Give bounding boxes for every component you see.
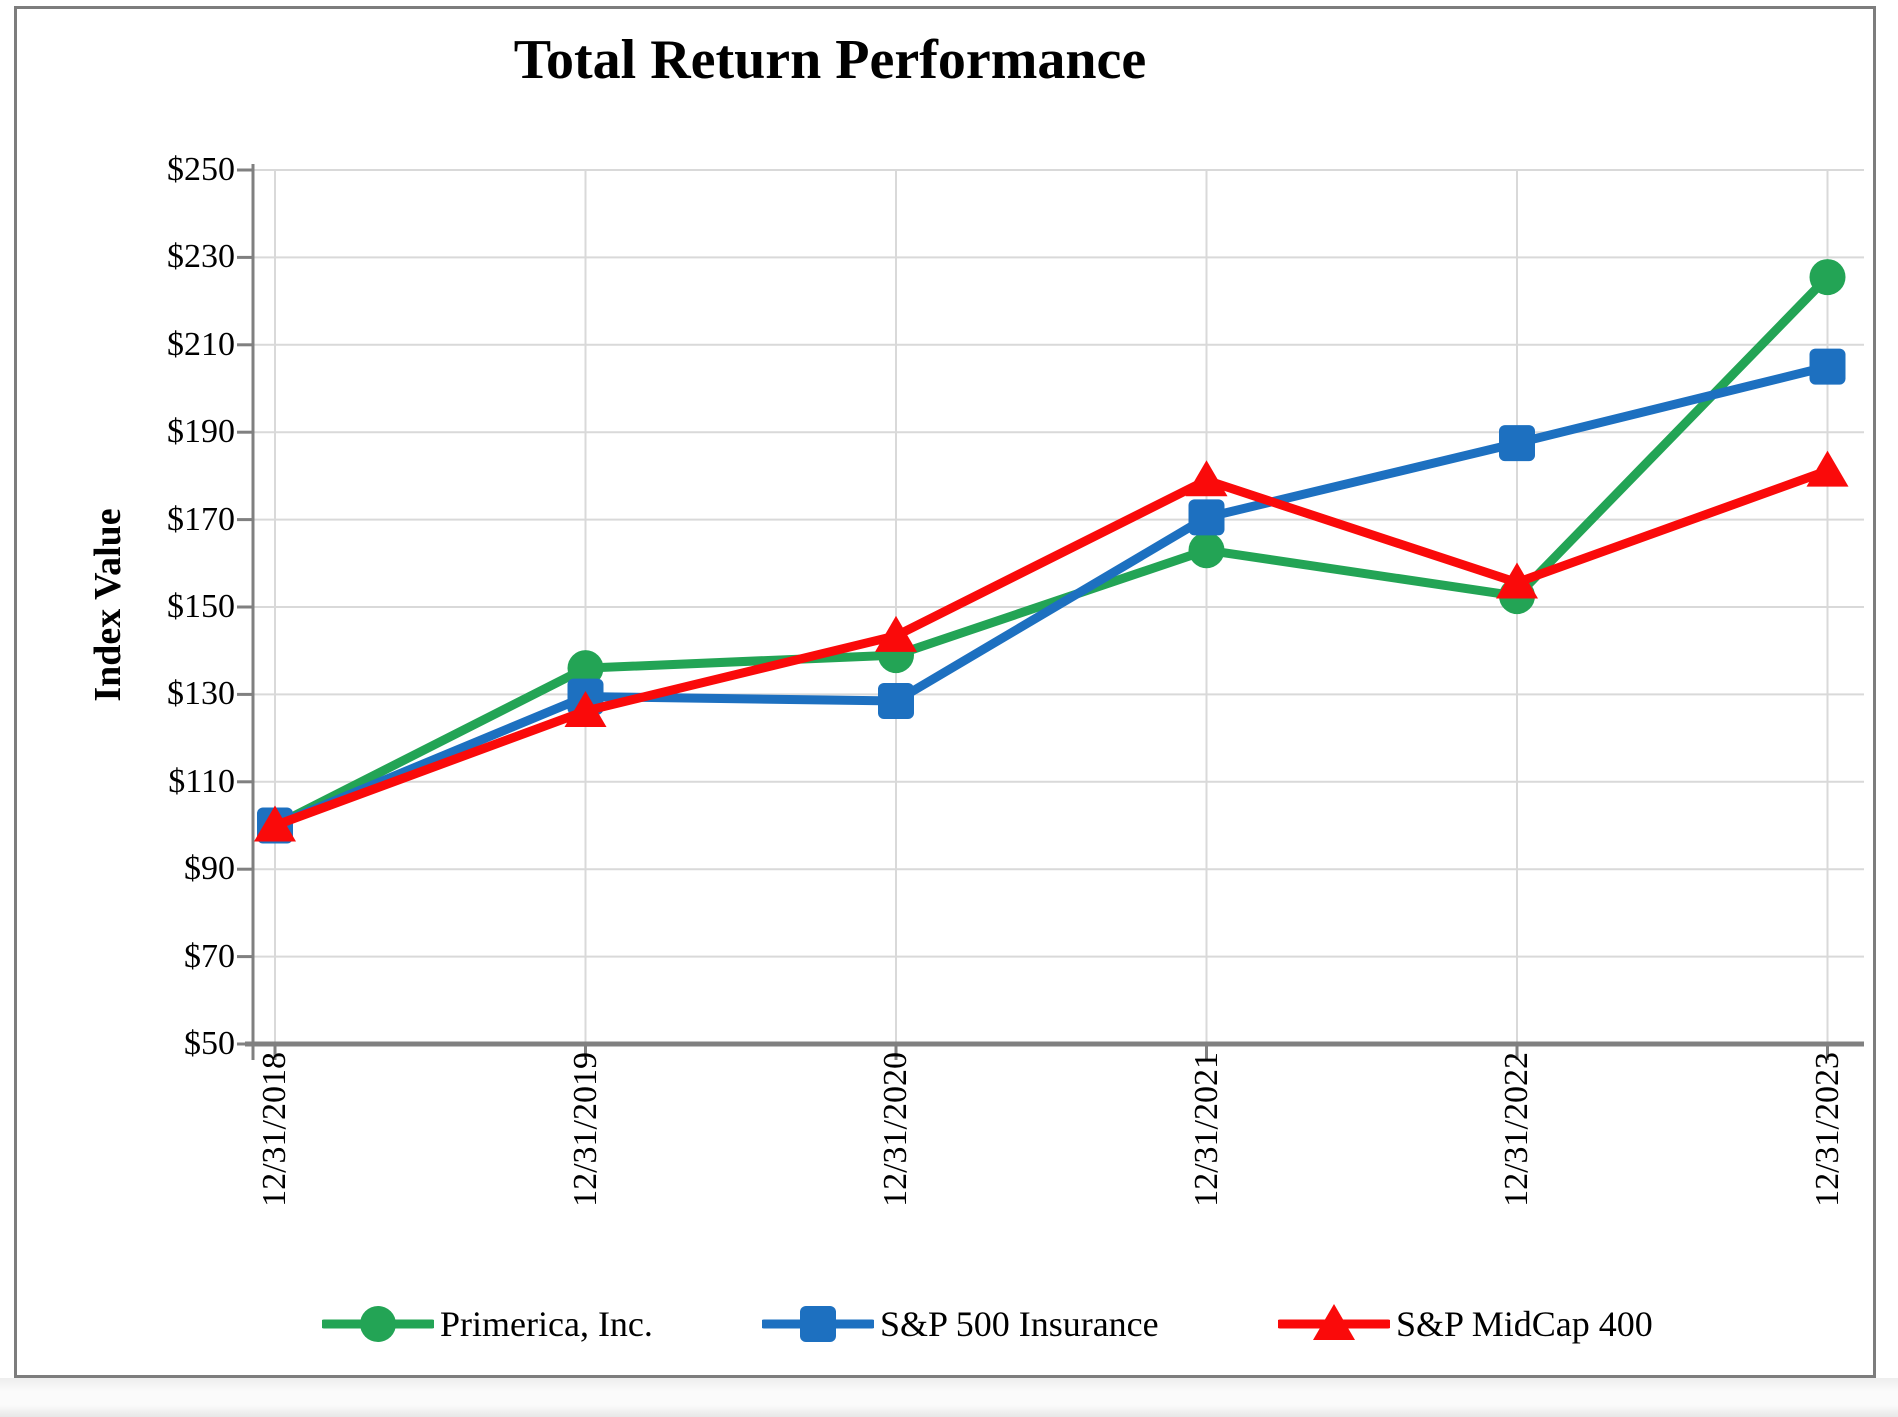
legend-marker-circle-icon xyxy=(322,1306,434,1342)
series-1-point-3 xyxy=(1188,499,1225,536)
series-2-point-0 xyxy=(254,805,296,842)
series-2-point-4 xyxy=(1496,562,1538,599)
chart-frame xyxy=(14,6,1876,1378)
x-tick-label: 12/31/2021 xyxy=(1187,1052,1225,1207)
series-2-point-2 xyxy=(875,615,917,652)
y-tick-label: $70 xyxy=(184,937,235,975)
series-2-point-5 xyxy=(1806,450,1849,487)
series-2-point-3 xyxy=(1185,460,1228,497)
x-tick-label: 12/31/2018 xyxy=(256,1052,293,1207)
x-tick-label: 12/31/2023 xyxy=(1808,1052,1846,1207)
series-0-point-3 xyxy=(1188,532,1225,569)
y-tick-label: $210 xyxy=(167,325,235,363)
legend-label: S&P 500 Insurance xyxy=(880,1304,1159,1344)
x-tick-label: 12/31/2022 xyxy=(1498,1052,1535,1207)
series-0-point-5 xyxy=(1809,259,1846,296)
legend-marker-square-icon xyxy=(762,1306,874,1342)
legend-marker-sample xyxy=(800,1306,836,1342)
series-line-0 xyxy=(270,272,1832,830)
series-1-point-2 xyxy=(878,682,914,719)
series-1-point-5 xyxy=(1809,348,1846,385)
chart-title: Total Return Performance xyxy=(513,29,1147,91)
legend-marker-sample xyxy=(1313,1304,1355,1340)
legend-marker-sample xyxy=(360,1306,396,1342)
y-tick-label: $130 xyxy=(167,675,235,713)
y-tick-label: $250 xyxy=(167,151,235,188)
series-2-point-1 xyxy=(564,691,607,728)
series-line-2 xyxy=(270,466,1832,830)
y-tick-label: $190 xyxy=(167,413,235,451)
page-bottom-strip xyxy=(0,1378,1898,1417)
y-tick-label: $150 xyxy=(167,588,235,625)
legend-label: Primerica, Inc. xyxy=(440,1304,653,1344)
series-0-point-1 xyxy=(567,650,604,687)
legend-item-2: S&P MidCap 400 xyxy=(1278,1300,1653,1348)
series-line-1 xyxy=(270,362,1832,830)
legend-item-0: Primerica, Inc. xyxy=(322,1300,653,1348)
y-tick-label: $110 xyxy=(168,762,235,800)
legend-label: S&P MidCap 400 xyxy=(1396,1304,1653,1344)
legend-marker-triangle-icon xyxy=(1278,1304,1390,1340)
series-1-point-4 xyxy=(1499,425,1535,462)
x-tick-label: 12/31/2020 xyxy=(877,1052,914,1207)
y-tick-label: $170 xyxy=(167,500,235,538)
legend-item-1: S&P 500 Insurance xyxy=(762,1300,1159,1348)
y-tick-label: $90 xyxy=(184,850,235,888)
y-tick-label: $230 xyxy=(167,238,235,276)
y-tick-label: $50 xyxy=(184,1025,235,1062)
x-tick-label: 12/31/2019 xyxy=(566,1052,604,1207)
